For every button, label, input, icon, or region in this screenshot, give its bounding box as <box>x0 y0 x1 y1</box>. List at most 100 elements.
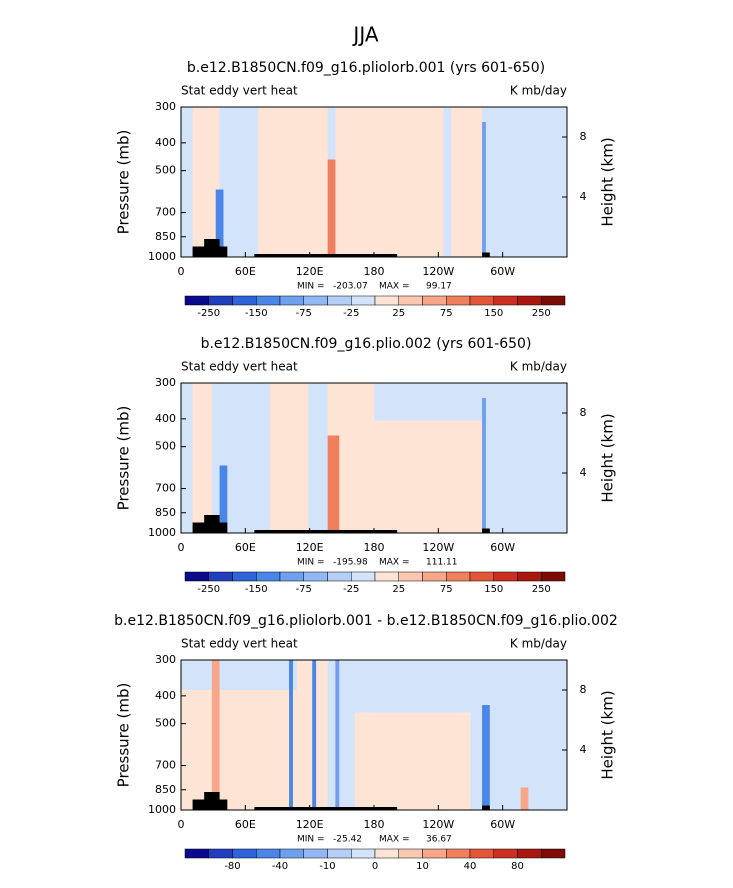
colorbar-label: -250 <box>197 584 220 595</box>
y-tick-label: 400 <box>155 136 176 149</box>
max-label: MAX = <box>379 282 410 292</box>
colorbar-label: -250 <box>197 308 220 319</box>
field-shading <box>215 189 224 257</box>
y-tick-label: 500 <box>155 717 176 730</box>
field-shading <box>482 122 486 257</box>
y-tick-label: 300 <box>155 376 176 389</box>
colorbar-label: -150 <box>245 308 268 319</box>
colorbar-label: 75 <box>440 584 453 595</box>
colorbar-box <box>493 571 518 582</box>
y2-tick-label: 8 <box>580 406 587 419</box>
x-tick-label: 120W <box>422 265 454 278</box>
colorbar-box <box>517 848 542 859</box>
colorbar-box <box>208 295 233 306</box>
left-title: Stat eddy vert heat <box>181 84 298 98</box>
min-label: MIN = <box>297 558 325 568</box>
field-shading <box>312 660 317 810</box>
colorbar-label: 75 <box>440 308 453 319</box>
y-tick-label: 400 <box>155 412 176 425</box>
y-tick-label: 700 <box>155 759 176 772</box>
field-shading <box>335 660 340 810</box>
colorbar-box <box>232 848 257 859</box>
topography <box>204 515 220 533</box>
x-tick-label: 0 <box>178 818 185 831</box>
colorbar-label: -75 <box>296 584 312 595</box>
colorbar-box <box>256 295 281 306</box>
colorbar-box <box>422 571 447 582</box>
colorbar-box <box>541 571 566 582</box>
right-title: K mb/day <box>510 84 567 98</box>
colorbar-box <box>446 295 471 306</box>
x-tick-label: 180 <box>364 541 385 554</box>
topography <box>482 528 490 533</box>
max-label: MAX = <box>379 558 410 568</box>
y-tick-label: 300 <box>155 653 176 666</box>
right-title: K mb/day <box>510 637 567 651</box>
left-title: Stat eddy vert heat <box>181 637 298 651</box>
topography <box>254 530 398 533</box>
colorbar-box <box>303 295 328 306</box>
y-tick-label: 700 <box>155 482 176 495</box>
colorbar-box <box>351 571 376 582</box>
panel-title: b.e12.B1850CN.f09_g16.pliolorb.001 - b.e… <box>114 613 618 629</box>
topography <box>254 807 398 810</box>
colorbar-box <box>256 571 281 582</box>
colorbar-box <box>327 571 352 582</box>
x-tick-label: 0 <box>178 265 185 278</box>
y-axis-label: Pressure (mb) <box>115 683 133 788</box>
colorbar-box <box>351 848 376 859</box>
colorbar-box <box>208 571 233 582</box>
y-tick-label: 1000 <box>148 526 176 539</box>
field-shading <box>451 107 483 257</box>
colorbar-label: 80 <box>511 861 524 872</box>
colorbar-box <box>541 848 566 859</box>
colorbar-box <box>541 295 566 306</box>
field-shading <box>289 660 293 810</box>
x-tick-label: 60W <box>490 818 515 831</box>
colorbar-box <box>374 295 399 306</box>
y2-axis-label: Height (km) <box>599 137 617 226</box>
colorbar-box <box>327 848 352 859</box>
x-tick-label: 120E <box>296 818 324 831</box>
colorbar-box <box>422 295 447 306</box>
colorbar-label: 150 <box>484 584 503 595</box>
colorbar-label: 25 <box>392 308 405 319</box>
x-tick-label: 60W <box>490 265 515 278</box>
y-axis-label: Pressure (mb) <box>115 130 133 235</box>
colorbar-box <box>517 295 542 306</box>
x-tick-label: 60E <box>235 818 256 831</box>
y2-tick-label: 8 <box>580 130 587 143</box>
colorbar-box <box>398 571 423 582</box>
field-shading <box>354 712 471 810</box>
field-shading <box>258 107 328 257</box>
max-value: 99.17 <box>426 282 452 292</box>
field-shading <box>335 107 444 257</box>
y-tick-label: 300 <box>155 100 176 113</box>
topography <box>482 252 490 257</box>
min-label: MIN = <box>297 835 325 845</box>
field-shading <box>269 383 309 533</box>
colorbar-label: -150 <box>245 584 268 595</box>
field-shading <box>192 107 220 257</box>
colorbar-label: 10 <box>416 861 429 872</box>
colorbar-box <box>279 571 304 582</box>
topography <box>482 805 490 810</box>
colorbar-box <box>327 295 352 306</box>
field-shading <box>327 159 336 257</box>
y2-axis-label: Height (km) <box>599 413 617 502</box>
topography <box>204 792 220 810</box>
colorbar-box <box>303 571 328 582</box>
y-tick-label: 1000 <box>148 250 176 263</box>
field-shading <box>374 420 483 533</box>
x-tick-label: 60W <box>490 541 515 554</box>
colorbar-box <box>184 848 209 859</box>
min-value: -25.42 <box>333 835 362 845</box>
y-tick-label: 700 <box>155 206 176 219</box>
colorbar-label: 25 <box>392 584 405 595</box>
max-label: MAX = <box>379 835 410 845</box>
field-shading <box>181 690 297 810</box>
colorbar-box <box>232 295 257 306</box>
colorbar-box <box>184 571 209 582</box>
colorbar-box <box>517 571 542 582</box>
panel-title: b.e12.B1850CN.f09_g16.pliolorb.001 (yrs … <box>187 60 545 76</box>
